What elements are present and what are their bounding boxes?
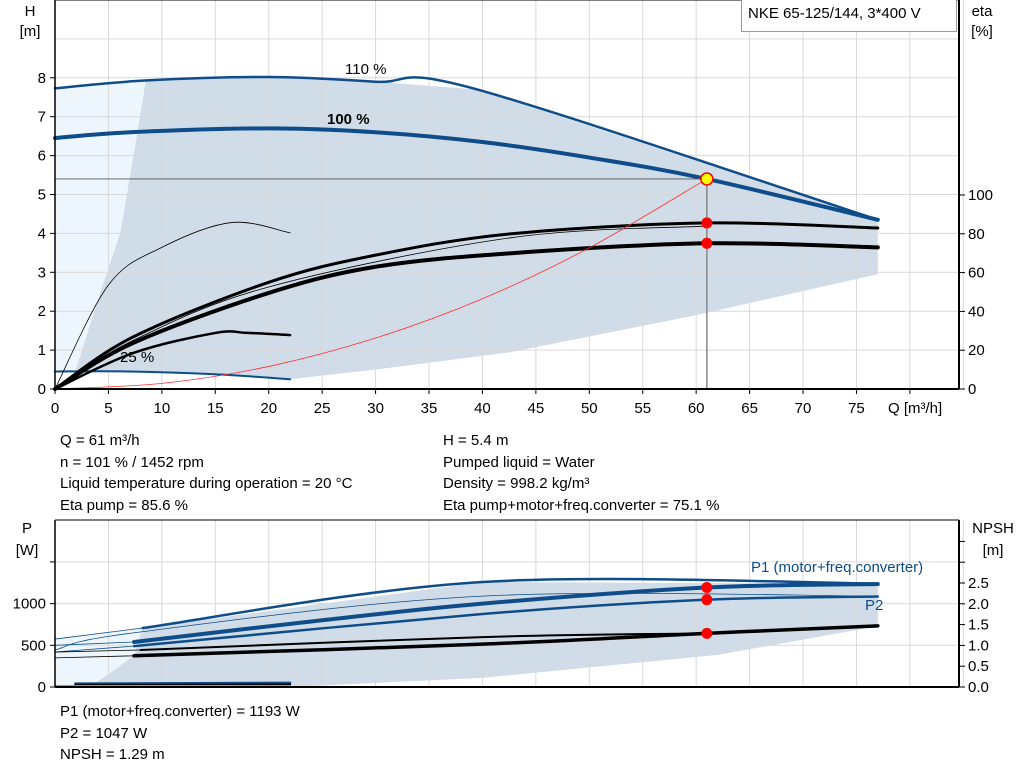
power-marker (701, 594, 713, 606)
curve-eta (53, 330, 292, 391)
info-p2: P2 = 1047 W (60, 724, 148, 742)
duty-point-marker (700, 172, 714, 186)
info-left: Q = 61 m³/h n = 101 % / 1452 rpm Liquid … (60, 430, 352, 516)
power-npsh-chart: 0 500 1000 0.0 0.5 1.0 1.5 2.0 2.5 P [W] NPSH [m… (13, 519, 1014, 696)
y-tick-label: 0 (38, 381, 46, 398)
y-tick-label: 3 (38, 264, 46, 281)
x-tick-label: 0 (51, 400, 59, 417)
npsh-marker (701, 627, 713, 639)
info-speed: n = 101 % / 1452 rpm (60, 453, 204, 471)
curve-npsh (132, 624, 880, 658)
efficiency-marker (701, 217, 713, 229)
y-tick-label: 500 (21, 637, 46, 654)
operating-region (75, 77, 878, 380)
x-tick-label: 50 (581, 400, 598, 417)
y-tick-label: 0 (38, 679, 46, 696)
x-tick-label: 55 (634, 400, 651, 417)
x-tick-label: 40 (474, 400, 491, 417)
x-tick-label: 65 (741, 400, 758, 417)
x-tick-label: 20 (260, 400, 277, 417)
y2-tick-label: 0.0 (968, 679, 989, 696)
y-tick-label: 4 (38, 225, 46, 242)
efficiency-marker (701, 237, 713, 249)
y-axis-label-p: P (22, 520, 32, 537)
y2-axis-unit-eta: [%] (971, 23, 993, 40)
y-tick-label: 2 (38, 303, 46, 320)
y-tick-label: 6 (38, 148, 46, 165)
y2-tick-label: 2.0 (968, 596, 989, 613)
info-p1: P1 (motor+freq.converter) = 1193 W (60, 703, 300, 720)
info-npsh: NPSH = 1.29 m (60, 746, 165, 763)
x-tick-label: 25 (314, 400, 331, 417)
y2-tick-label: 20 (968, 342, 985, 359)
y2-axis-label-eta: eta (972, 3, 994, 20)
curve-p (54, 592, 879, 651)
y2-axis-label-npsh: NPSH (972, 520, 1014, 537)
y2-tick-label: 1.5 (968, 617, 989, 634)
operating-region-light (55, 80, 146, 372)
info-head: H = 5.4 m (443, 432, 509, 449)
curve-eta (54, 225, 708, 390)
curve-p2 (132, 595, 880, 648)
x-axis-label: Q [m³/h] (888, 400, 942, 417)
curve-p (54, 627, 144, 640)
label-25-percent: 25 % (120, 349, 154, 366)
info-right: H = 5.4 m Pumped liquid = Water Density … (443, 430, 719, 516)
curve-eta (53, 221, 880, 391)
x-tick-label: 15 (207, 400, 224, 417)
curve-npsh (54, 649, 141, 653)
curve-p1-motor-freq-converter- (132, 582, 880, 644)
info-liquid: Pumped liquid = Water (443, 453, 595, 471)
y-axis-unit-p: [W] (16, 542, 39, 559)
y-axis-unit-h: [m] (20, 23, 41, 40)
curve-p (74, 681, 292, 685)
curve-npsh (139, 632, 708, 651)
x-tick-label: 35 (421, 400, 438, 417)
label-p2: P2 (865, 597, 883, 614)
power-marker (701, 582, 713, 594)
curve-p (54, 645, 135, 653)
y2-tick-label: 0 (968, 381, 976, 398)
curve-eta (54, 221, 291, 390)
curve-npsh (54, 655, 135, 659)
curve-eta (53, 241, 880, 391)
y-tick-label: 8 (38, 70, 46, 87)
label-p1: P1 (motor+freq.converter) (751, 559, 923, 576)
x-tick-label: 10 (154, 400, 171, 417)
y-tick-label: 1 (38, 342, 46, 359)
y2-axis-unit-npsh: [m] (983, 542, 1004, 559)
info-eta-pump: Eta pump = 85.6 % (60, 496, 188, 514)
y2-tick-label: 60 (968, 265, 985, 282)
y2-tick-label: 40 (968, 303, 985, 320)
y2-tick-label: 100 (968, 187, 993, 204)
y-axis-label-h: H (25, 3, 36, 20)
y2-tick-label: 80 (968, 226, 985, 243)
label-100-percent: 100 % (327, 111, 370, 128)
x-tick-label: 75 (848, 400, 865, 417)
x-tick-label: 30 (367, 400, 384, 417)
x-tick-label: 70 (795, 400, 812, 417)
y2-tick-label: 1.0 (968, 637, 989, 654)
curve-p (54, 641, 135, 646)
info-eta-total: Eta pump+motor+freq.converter = 75.1 % (443, 496, 720, 514)
info-flow: Q = 61 m³/h (60, 432, 140, 449)
info-temperature: Liquid temperature during operation = 20… (60, 475, 353, 492)
info-density: Density = 998.2 kg/m³ (443, 475, 590, 492)
pump-title: NKE 65-125/144, 3*400 V (741, 0, 957, 32)
curve-110- (53, 75, 880, 222)
y2-tick-label: 0.5 (968, 658, 989, 675)
y-tick-label: 7 (38, 109, 46, 126)
y-tick-label: 1000 (13, 596, 46, 613)
label-110-percent: 110 % (345, 61, 386, 78)
system-curve (54, 178, 708, 390)
curve-p (141, 577, 880, 630)
info-bottom: P1 (motor+freq.converter) = 1193 W P2 = … (60, 701, 300, 766)
y2-tick-label: 2.5 (968, 575, 989, 592)
y-tick-label: 5 (38, 187, 46, 204)
x-tick-label: 60 (688, 400, 705, 417)
x-tick-label: 5 (104, 400, 112, 417)
x-tick-label: 45 (528, 400, 545, 417)
